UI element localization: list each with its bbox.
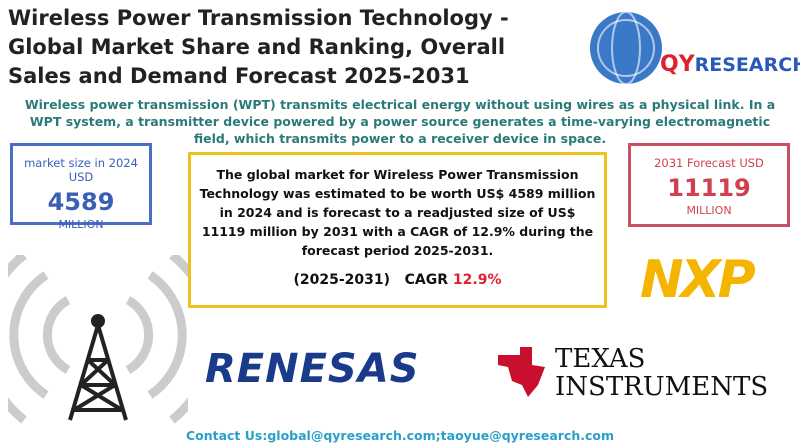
logo-research: RESEARCH: [694, 54, 800, 76]
description: Wireless power transmission (WPT) transm…: [24, 97, 776, 146]
market-size-box: market size in 2024 USD 4589 MILLION: [10, 143, 152, 231]
box-unit: MILLION: [58, 218, 104, 231]
ti-logo: TEXAS INSTRUMENTS: [555, 345, 768, 401]
summary-text: The global market for Wireless Power Tra…: [199, 167, 596, 258]
logo-qy: QY: [660, 52, 695, 77]
nxp-logo: NXP: [640, 250, 756, 310]
box-value: 4589: [47, 188, 115, 216]
ti-line2: INSTRUMENTS: [555, 372, 769, 402]
contact: Contact Us:global@qyresearch.com;taoyue@…: [185, 428, 615, 443]
summary-box: The global market for Wireless Power Tra…: [188, 152, 607, 308]
box-unit: MILLION: [686, 204, 732, 217]
renesas-logo: RENESAS: [205, 346, 420, 392]
box-value: 11119: [667, 174, 751, 202]
title: Wireless Power Transmission Technology -…: [8, 6, 509, 88]
ti-line1: TEXAS: [555, 344, 646, 374]
ti-icon: [498, 347, 545, 397]
box-label: market size in 2024 USD: [24, 156, 138, 184]
cagr-label: CAGR: [404, 272, 449, 288]
cagr-line: (2025-2031) CAGR 12.9%: [191, 272, 604, 288]
forecast-box: 2031 Forecast USD 11119 MILLION: [628, 143, 790, 227]
logo: QYRESEARCH: [660, 52, 800, 77]
tower-icon: [8, 255, 188, 424]
cagr-value: 12.9%: [452, 272, 502, 288]
globe-icon: [590, 11, 662, 85]
box-label: 2031 Forecast USD: [654, 156, 764, 170]
period: (2025-2031): [293, 272, 391, 288]
